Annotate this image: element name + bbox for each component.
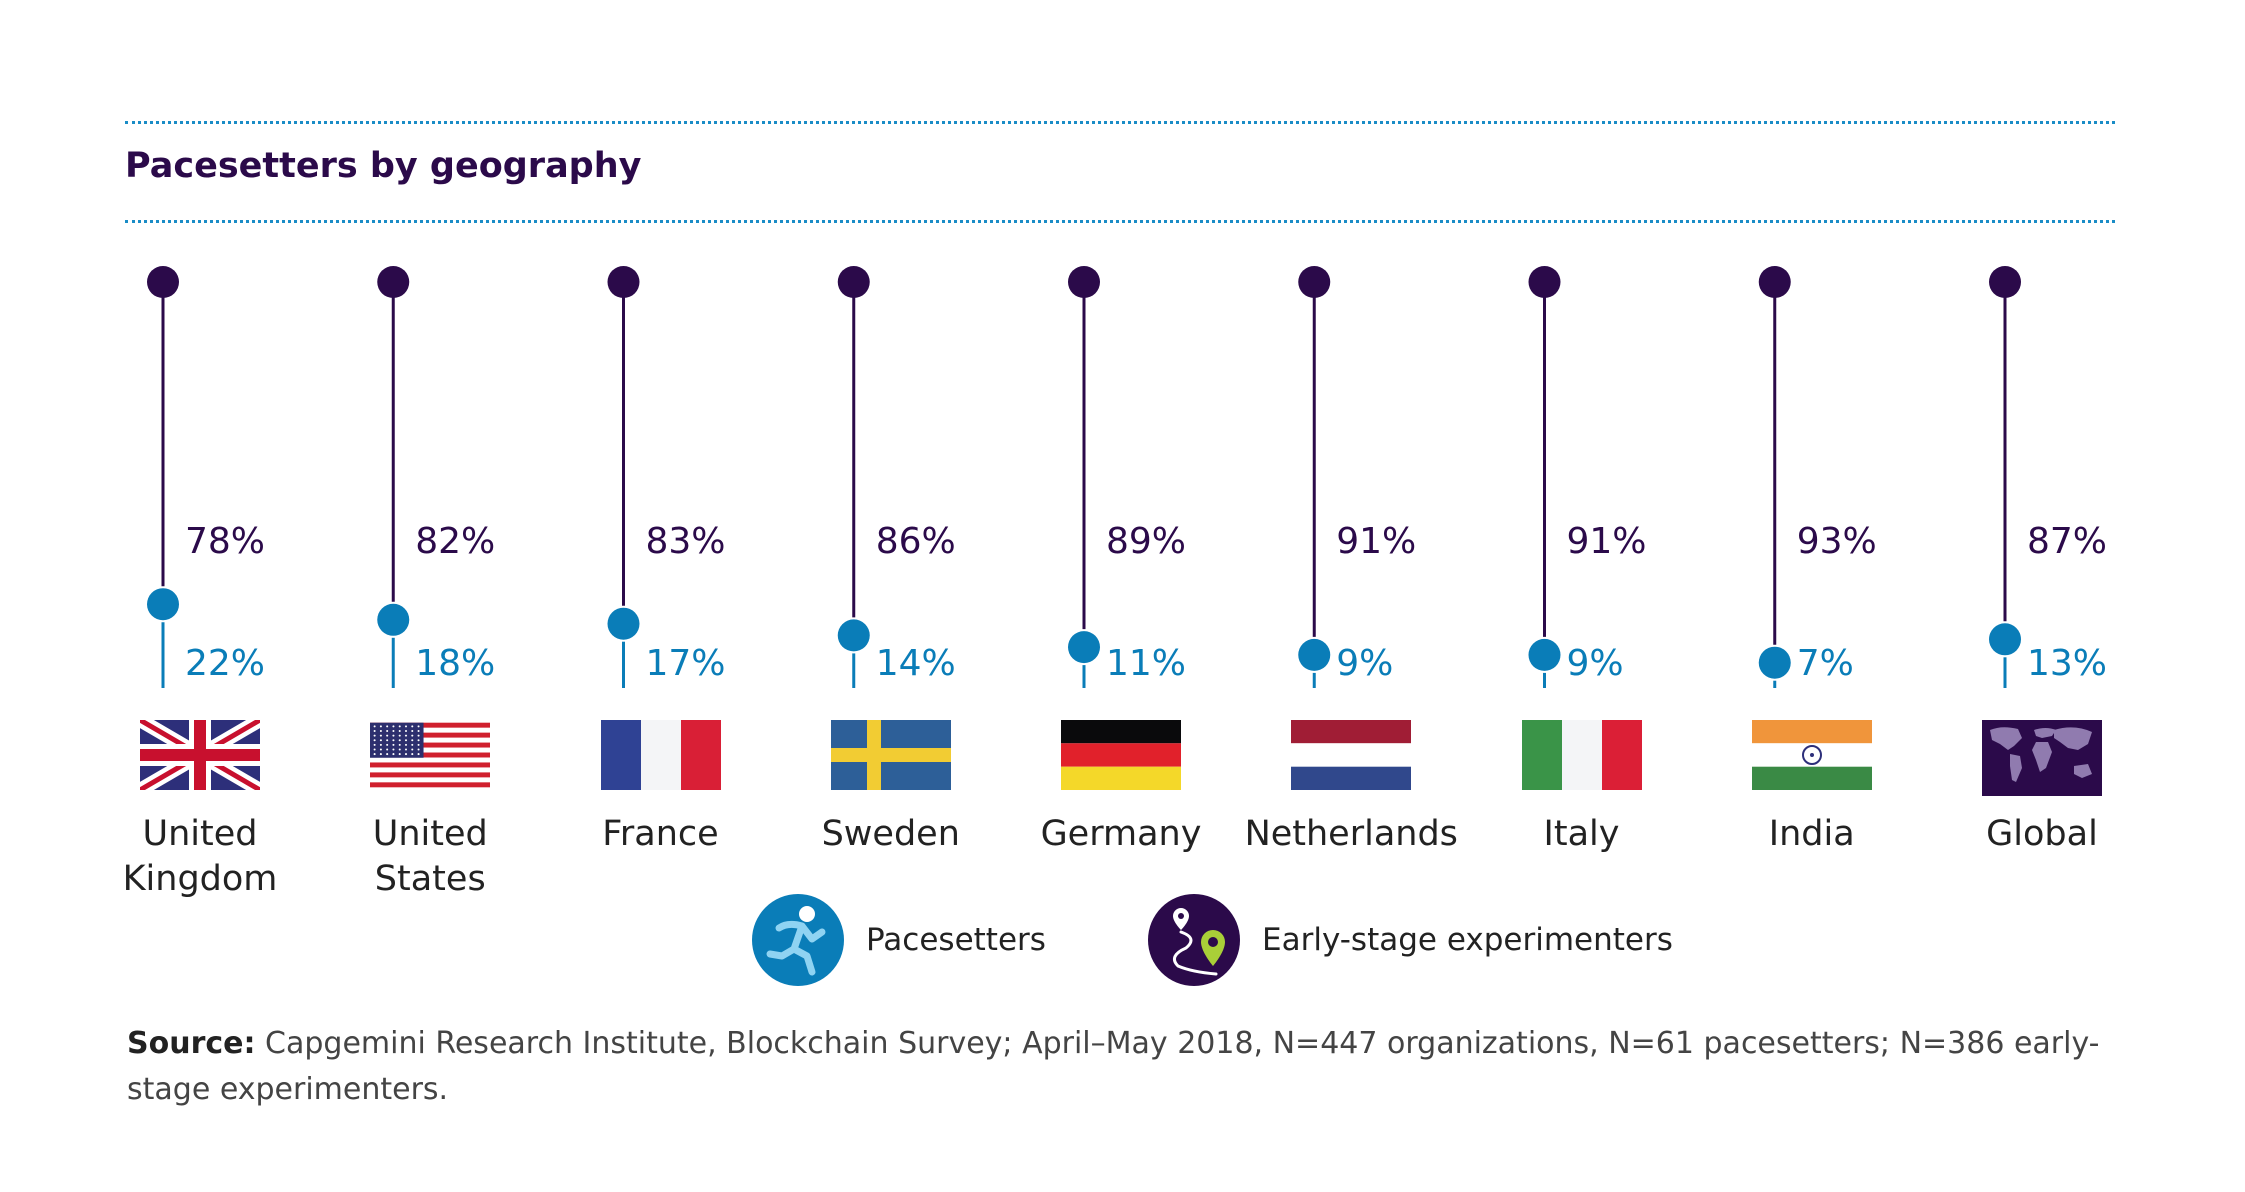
country-label: France (541, 812, 781, 857)
pacesetters-dot (377, 603, 410, 636)
experimenters-value-label: 89% (1106, 521, 1186, 562)
pacesetters-value-label: 13% (2027, 643, 2107, 684)
experimenters-dot (1298, 266, 1331, 298)
country-label-line1: France (602, 814, 719, 854)
pacesetters-value-label: 22% (185, 643, 265, 684)
country-label-line1: Global (1986, 814, 2098, 854)
pacesetters-value-label: 14% (876, 643, 956, 684)
world-map-icon (1982, 720, 2102, 796)
country-label: United Kingdom (80, 812, 320, 902)
italy-flag (1521, 720, 1642, 790)
country-label-line1: Sweden (821, 814, 960, 854)
country-label-line2: Kingdom (122, 859, 278, 899)
country-label: India (1692, 812, 1932, 857)
country-label-line1: United (142, 814, 258, 854)
experimenters-value-label: 82% (415, 521, 495, 562)
experimenters-value-label: 86% (876, 521, 956, 562)
country-label-line1: India (1768, 814, 1855, 854)
experimenters-dot (147, 266, 179, 298)
map-route-icon (1148, 894, 1240, 986)
country-label: Global (1922, 812, 2162, 857)
source-label: Source: (127, 1026, 256, 1061)
pacesetters-dot (1528, 638, 1561, 671)
pacesetters-value-label: 9% (1336, 643, 1393, 684)
pacesetters-dot (1298, 638, 1331, 671)
india-flag (1751, 720, 1872, 790)
experimenters-dot (1758, 266, 1791, 298)
experimenters-dot (607, 266, 640, 298)
country-label-line1: United (372, 814, 488, 854)
france-flag (600, 720, 721, 790)
source-text: Capgemini Research Institute, Blockchain… (127, 1026, 2100, 1107)
legend-pacesetters-label: Pacesetters (866, 922, 1046, 958)
sweden-flag (830, 720, 951, 790)
pacesetters-dot (837, 619, 870, 652)
country-label-line1: Netherlands (1244, 814, 1458, 854)
us-flag (370, 720, 491, 790)
source-note: Source: Capgemini Research Institute, Bl… (127, 1021, 2117, 1113)
pacesetters-dot (147, 588, 179, 621)
runner-icon (752, 894, 844, 986)
chart-title: Pacesetters by geography (125, 146, 642, 186)
pacesetters-dot (607, 607, 640, 640)
country-label-line2: States (374, 859, 486, 899)
experimenters-dot (837, 266, 870, 298)
experimenters-dot (377, 266, 410, 298)
pacesetters-value-label: 18% (415, 643, 495, 684)
legend-experimenters: Early-stage experimenters (1148, 894, 1673, 986)
netherlands-flag (1291, 720, 1412, 790)
pacesetters-value-label: 17% (646, 643, 726, 684)
top-divider (125, 121, 2115, 124)
country-label: United States (310, 812, 550, 902)
dumbbell-chart: 78% 22% 82% 18% 83% 17% 86% 14% 89% 11% 91% 9% 91% 9%… (147, 266, 2107, 688)
country-label: Germany (1001, 812, 1241, 857)
pacesetters-value-label: 7% (1797, 643, 1854, 684)
country-label: Italy (1462, 812, 1702, 857)
title-divider (125, 220, 2115, 223)
experimenters-value-label: 87% (2027, 521, 2107, 562)
experimenters-dot (1068, 266, 1100, 298)
germany-flag (1061, 720, 1181, 790)
country-label-line1: Italy (1543, 814, 1620, 854)
country-label: Sweden (771, 812, 1011, 857)
country-label: Netherlands (1231, 812, 1471, 857)
country-label-line1: Germany (1040, 814, 1202, 854)
experimenters-value-label: 78% (185, 521, 265, 562)
experimenters-value-label: 83% (646, 521, 726, 562)
pacesetters-dot (1758, 646, 1791, 679)
pacesetters-value-label: 9% (1567, 643, 1624, 684)
experimenters-dot (1989, 266, 2021, 298)
pacesetters-dot (1068, 631, 1100, 664)
experimenters-value-label: 91% (1336, 521, 1416, 562)
uk-flag (136, 713, 264, 797)
pacesetters-dot (1989, 623, 2021, 656)
legend-pacesetters: Pacesetters (752, 894, 1046, 986)
pacesetters-value-label: 11% (1106, 643, 1186, 684)
experimenters-dot (1528, 266, 1561, 298)
legend-experimenters-label: Early-stage experimenters (1262, 922, 1673, 958)
experimenters-value-label: 93% (1797, 521, 1877, 562)
experimenters-value-label: 91% (1567, 521, 1647, 562)
